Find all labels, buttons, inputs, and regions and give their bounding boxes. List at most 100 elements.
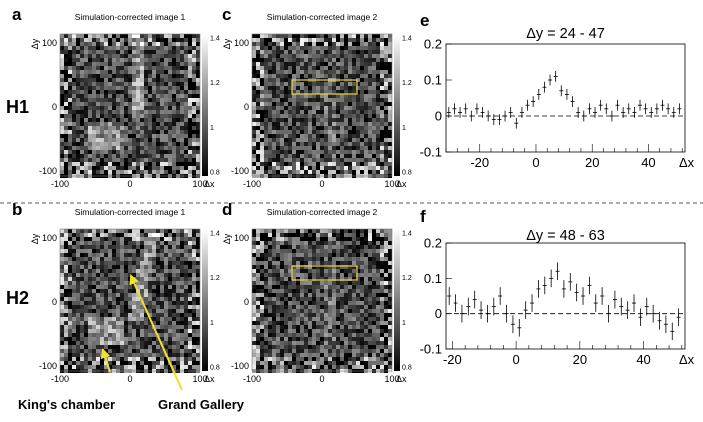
plot-panel-f: f Δy = 48 - 63 -0.1 0 0.1 0.2 -20 0 20 40 Δx xyxy=(420,207,695,367)
y-tick-label: 0.1 xyxy=(424,271,442,286)
x-tick-label: 100 xyxy=(384,374,399,384)
plot-frame xyxy=(445,242,686,350)
grand-gallery-label: Grand Gallery xyxy=(158,397,245,412)
data-point xyxy=(486,110,491,122)
colorbar-tick-label: 0.8 xyxy=(210,365,220,372)
x-axis-label: Δx xyxy=(204,374,215,384)
plot-title: Δy = 48 - 63 xyxy=(526,228,605,244)
analysis-region-rect xyxy=(291,79,358,95)
y-tick-label: -0.1 xyxy=(420,145,442,160)
data-point xyxy=(561,280,566,298)
plot-title: Δy = 24 - 47 xyxy=(526,26,605,42)
colorbar-tick-label: 1.2 xyxy=(210,80,220,87)
panel-title-d: Simulation-corrected image 2 xyxy=(267,207,378,217)
panel-letter-b: b xyxy=(12,200,22,219)
x-tick-label: 100 xyxy=(192,374,207,384)
x-tick-label: 0 xyxy=(512,352,519,367)
x-tick-label: 0 xyxy=(127,374,132,384)
data-point xyxy=(447,287,452,305)
y-tick-label: -100 xyxy=(231,361,249,371)
data-point xyxy=(466,297,471,316)
panel-letter-d: d xyxy=(222,200,232,219)
data-point xyxy=(474,103,479,115)
x-axis-label: Δx xyxy=(396,179,407,189)
data-point xyxy=(587,276,592,295)
x-tick-label: -20 xyxy=(470,155,489,170)
y-tick-label: 100 xyxy=(234,233,249,243)
row-label-h1: H1 xyxy=(6,97,29,117)
y-axis-label: Δy xyxy=(222,233,232,244)
data-point xyxy=(564,89,569,100)
panel-title-b: Simulation-corrected image 1 xyxy=(75,207,186,217)
x-axis-label: Δx xyxy=(396,374,407,384)
grand-gallery-arrow xyxy=(129,274,183,391)
data-point xyxy=(576,107,581,118)
data-point xyxy=(600,287,605,305)
x-axis-label: Δx xyxy=(679,352,695,367)
data-point xyxy=(593,107,598,118)
panel-letter-e: e xyxy=(420,11,429,30)
x-tick-label: 100 xyxy=(384,179,399,189)
x-tick-label: 40 xyxy=(636,352,650,367)
data-point xyxy=(485,304,490,323)
data-point xyxy=(498,287,503,305)
colorbar-tick-label: 1.2 xyxy=(402,275,412,282)
y-tick-label: -100 xyxy=(39,361,57,371)
x-tick-label: 0 xyxy=(319,179,324,189)
data-point xyxy=(676,308,681,327)
image-frame xyxy=(59,33,201,177)
annotations: King's chamber Grand Gallery xyxy=(18,274,245,412)
data-point xyxy=(491,114,496,125)
data-point xyxy=(632,107,637,118)
x-tick-label: 20 xyxy=(585,155,599,170)
panel-title-a: Simulation-corrected image 1 xyxy=(75,12,186,22)
kings-chamber-label: King's chamber xyxy=(18,397,115,412)
panel-title-c: Simulation-corrected image 2 xyxy=(267,12,378,22)
x-tick-label: 20 xyxy=(573,352,587,367)
data-point xyxy=(666,103,671,115)
y-tick-label: 0 xyxy=(52,102,57,112)
data-point xyxy=(609,110,614,122)
plot-frame xyxy=(445,43,686,153)
y-axis-label: Δy xyxy=(222,38,232,49)
data-point xyxy=(549,269,554,288)
data-point xyxy=(651,304,656,323)
data-point xyxy=(657,311,662,330)
data-point xyxy=(531,96,536,107)
data-point xyxy=(598,99,603,111)
data-point xyxy=(525,99,530,111)
x-tick-label: 0 xyxy=(319,374,324,384)
data-point xyxy=(514,117,519,129)
data-point xyxy=(472,290,477,309)
y-tick-label: 0 xyxy=(244,102,249,112)
x-tick-label: -100 xyxy=(51,179,69,189)
data-point xyxy=(621,107,626,118)
analysis-region-rect xyxy=(291,265,358,281)
image-panel-c: c Simulation-corrected image 2 1.4 1.2 1 0.8 -… xyxy=(222,5,412,189)
panel-letter-f: f xyxy=(420,207,426,226)
x-tick-label: -100 xyxy=(243,179,261,189)
data-point xyxy=(649,107,654,118)
x-axis-label: Δx xyxy=(679,155,695,170)
data-point xyxy=(619,297,624,316)
data-point xyxy=(530,294,535,312)
data-point xyxy=(574,283,579,302)
data-point xyxy=(604,103,609,115)
data-point xyxy=(638,308,643,327)
data-point xyxy=(615,99,620,111)
colorbar-tick-label: 1.4 xyxy=(402,231,412,238)
colorbar-tick-label: 1 xyxy=(402,125,406,132)
y-tick-label: 0.2 xyxy=(424,236,442,251)
data-point xyxy=(559,85,564,97)
y-tick-label: 100 xyxy=(234,38,249,48)
image-frame xyxy=(59,228,201,372)
data-point xyxy=(517,318,522,337)
colorbar xyxy=(394,34,400,176)
kings-chamber-arrow xyxy=(100,348,111,373)
colorbar-tick-label: 1.4 xyxy=(402,36,412,43)
data-point xyxy=(523,301,528,319)
data-point xyxy=(504,304,509,323)
panel-letter-a: a xyxy=(12,5,22,24)
data-point xyxy=(663,315,668,334)
